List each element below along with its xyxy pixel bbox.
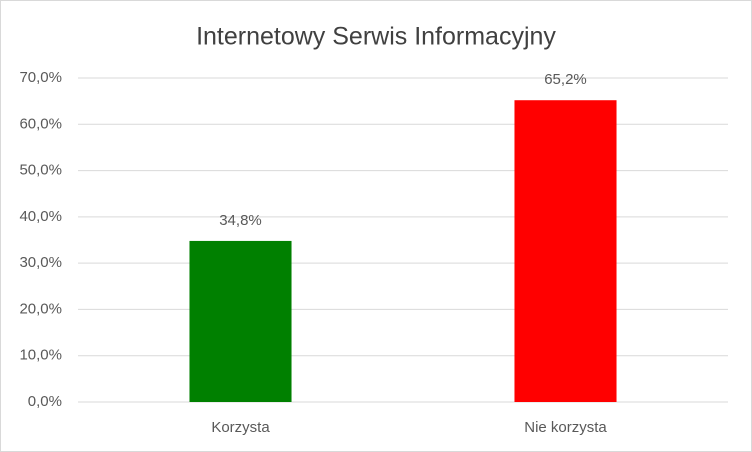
bar [189,240,292,402]
y-tick-label: 70,0% [19,69,62,86]
data-label: 65,2% [544,71,587,88]
y-tick-label: 60,0% [19,115,62,132]
y-tick-label: 10,0% [19,347,62,364]
data-label: 34,8% [219,212,262,229]
bar [514,100,617,403]
chart-title: Internetowy Serwis Informacyjny [196,23,556,51]
x-tick-label: Nie korzysta [524,419,607,436]
y-tick-label: 40,0% [19,208,62,225]
y-tick-label: 50,0% [19,162,62,179]
y-tick-label: 20,0% [19,300,62,317]
x-tick-label: Korzysta [211,419,270,436]
y-tick-label: 0,0% [28,393,62,410]
y-tick-label: 30,0% [19,254,62,271]
